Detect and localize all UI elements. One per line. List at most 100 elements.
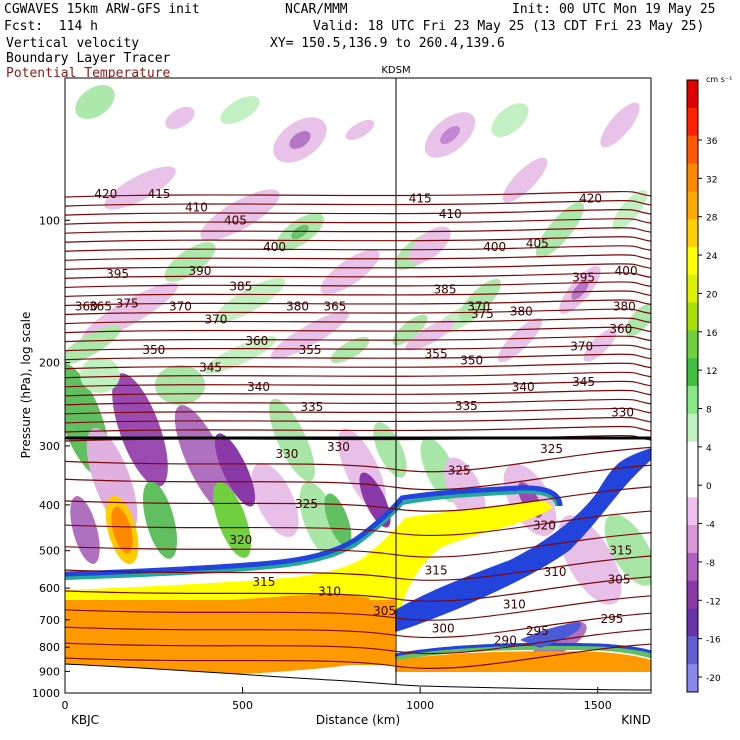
xy-endpoints: XY= 150.5,136.9 to 260.4,139.6 (270, 36, 505, 51)
theta-contours (65, 190, 651, 670)
colorbar-swatch (687, 163, 698, 192)
theta-label: 365 (89, 299, 112, 313)
theta-label: 400 (483, 240, 506, 254)
colorbar-swatch (687, 358, 698, 387)
y-tick-label: 200 (39, 357, 60, 370)
theta-label: 360 (609, 322, 632, 336)
theta-label: 305 (373, 604, 396, 618)
field-boundary-layer-tracer: Boundary Layer Tracer (6, 51, 171, 66)
y-tick-label: 700 (39, 614, 60, 627)
theta-contour-line (65, 281, 651, 289)
colorbar-tick-label: 4 (706, 444, 712, 454)
theta-contour-line (65, 299, 651, 307)
theta-label: 330 (327, 440, 350, 454)
theta-contour-line (65, 555, 651, 581)
theta-label: 385 (229, 279, 252, 293)
colorbar-swatch (687, 80, 698, 109)
theta-contour-line (65, 425, 651, 433)
colorbar-swatch (687, 219, 698, 248)
forecast-hour: Fcst: 114 h (4, 19, 98, 34)
colorbar-swatch (687, 469, 698, 498)
colorbar-tick-label: 12 (706, 367, 717, 377)
colorbar-tick-label: 28 (706, 214, 718, 224)
theta-contour-line (65, 612, 651, 639)
theta-contour-line (65, 371, 651, 379)
theta-label: 330 (276, 447, 299, 461)
colorbar-tick-label: 32 (706, 175, 717, 185)
left-endpoint-label: KBJC (71, 713, 99, 727)
theta-label: 380 (613, 299, 636, 313)
colorbar-swatch (687, 636, 698, 665)
theta-contour-line (65, 353, 651, 361)
colorbar-tick-label: 0 (706, 482, 712, 492)
y-tick-label: 500 (39, 545, 60, 558)
theta-contour-line (65, 464, 651, 491)
theta-label: 325 (295, 497, 318, 511)
colorbar-swatch (687, 441, 698, 470)
theta-label: 295 (526, 624, 549, 638)
theta-label: 345 (572, 375, 595, 389)
theta-label: 385 (434, 282, 457, 296)
y-tick-label: 800 (39, 641, 60, 654)
x-tick-group: 0 500 1000 1500 (62, 687, 612, 712)
theta-label: 290 (494, 634, 517, 648)
colorbar-tick-label: 24 (706, 252, 718, 262)
x-tick-label: 500 (232, 699, 253, 712)
y-tick-label: 600 (39, 582, 60, 595)
theta-label: 400 (263, 240, 286, 254)
colorbar-swatch (687, 302, 698, 331)
colorbar-tick-label: -4 (706, 521, 715, 531)
org-label: NCAR/MMM (285, 2, 348, 17)
theta-label: 365 (323, 299, 346, 313)
colorbar-tick-label: -12 (706, 597, 721, 607)
theta-contour-line (65, 389, 651, 397)
kdsm-label: KDSM (381, 65, 410, 76)
theta-contour-line (65, 510, 651, 537)
theta-label: 325 (448, 463, 471, 477)
theta-label: 335 (300, 400, 323, 414)
theta-label: 360 (75, 299, 98, 313)
theta-label: 370 (570, 340, 593, 354)
model-title: CGWAVES 15km ARW-GFS init (4, 2, 200, 17)
colorbar-unit: cm s⁻¹ (706, 75, 732, 84)
theta-label: 315 (425, 563, 448, 577)
boundary-layer-blue-edge (65, 485, 563, 577)
theta-contour-line (65, 200, 651, 207)
theta-contour-line (65, 446, 651, 473)
theta-label: 375 (116, 297, 139, 311)
theta-contour-line (65, 308, 651, 316)
theta-contour-line (65, 344, 651, 352)
theta-label: 295 (600, 612, 623, 626)
theta-label: 415 (148, 187, 171, 201)
colorbar-tick-label: 36 (706, 137, 718, 147)
theta-label: 395 (106, 267, 129, 281)
theta-label: 315 (609, 544, 632, 558)
colorbar-tick-label: 8 (706, 406, 712, 416)
colorbar-swatch (687, 386, 698, 415)
theta-label: 355 (425, 347, 448, 361)
theta-contour-line (65, 236, 651, 243)
colorbar-swatch (687, 608, 698, 637)
theta-label: 380 (510, 305, 533, 319)
theta-contour-line (65, 416, 651, 424)
y-tick-label: 400 (39, 499, 60, 512)
theta-label: 370 (204, 312, 227, 326)
theta-contour-line (65, 317, 651, 325)
theta-label: 420 (94, 187, 117, 201)
theta-contour-line (65, 595, 651, 621)
x-tick-label: 0 (62, 699, 69, 712)
theta-contour-line (65, 254, 651, 261)
colorbar-swatch (687, 552, 698, 582)
theta-label: 320 (533, 518, 556, 532)
theta-label: 335 (455, 399, 478, 413)
theta-contour-line (65, 263, 651, 270)
colorbar-tick-label: -20 (706, 674, 721, 684)
theta-contour-line (65, 335, 651, 343)
theta-label: 370 (467, 299, 490, 313)
colorbar-tick-label: -16 (706, 636, 721, 646)
theta-contour-line (65, 643, 651, 670)
theta-label: 410 (185, 201, 208, 215)
